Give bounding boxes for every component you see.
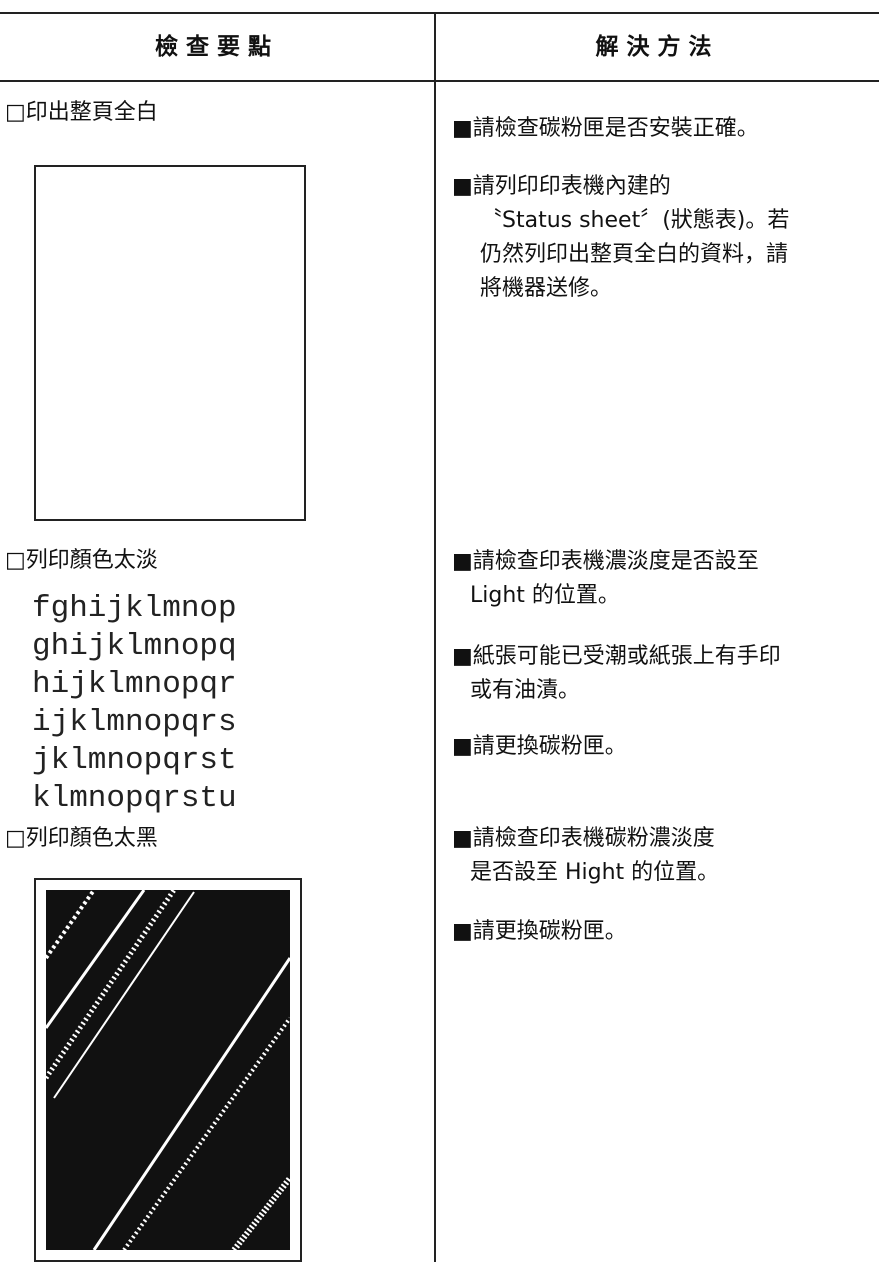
header-left: 檢查要點 [155,34,279,60]
solution: ■請列印印表機內建的 [452,174,671,199]
dark-page-illustration [34,878,302,1262]
header-rule [0,80,879,82]
sample-text: ghijklmnopq [32,629,237,664]
solution: ■請檢查印表機濃淡度是否設至 [452,549,759,574]
top-rule [0,12,879,14]
sample-text: hijklmnopqr [32,667,237,702]
solution: 是否設至 Hight 的位置。 [470,860,720,885]
sample-text: jklmnopqrst [32,743,237,778]
solution: ■請更換碳粉匣。 [452,734,627,759]
solution: ■請檢查印表機碳粉濃淡度 [452,826,715,851]
column-divider [434,12,436,1262]
sample-text: ijklmnopqrs [32,705,237,740]
check-item: □列印顏色太黑 [5,826,158,851]
check-item: □印出整頁全白 [5,100,158,125]
header-right: 解決方法 [595,34,720,60]
solution: 仍然列印出整頁全白的資料，請 [480,242,789,267]
solution: 將機器送修。 [480,276,613,301]
solution: Light 的位置。 [470,583,620,608]
sample-text: fghijklmnop [32,591,237,626]
blank-page-illustration [34,165,306,521]
solution: ■請更換碳粉匣。 [452,919,627,944]
solution: 〝Status sheet〞(狀態表)。若 [480,208,790,233]
solution: ■紙張可能已受潮或紙張上有手印 [452,644,781,669]
sample-text: klmnopqrstu [32,781,237,816]
solution: ■請檢查碳粉匣是否安裝正確。 [452,116,759,141]
check-item: □列印顏色太淡 [5,548,158,573]
solution: 或有油漬。 [470,678,581,703]
